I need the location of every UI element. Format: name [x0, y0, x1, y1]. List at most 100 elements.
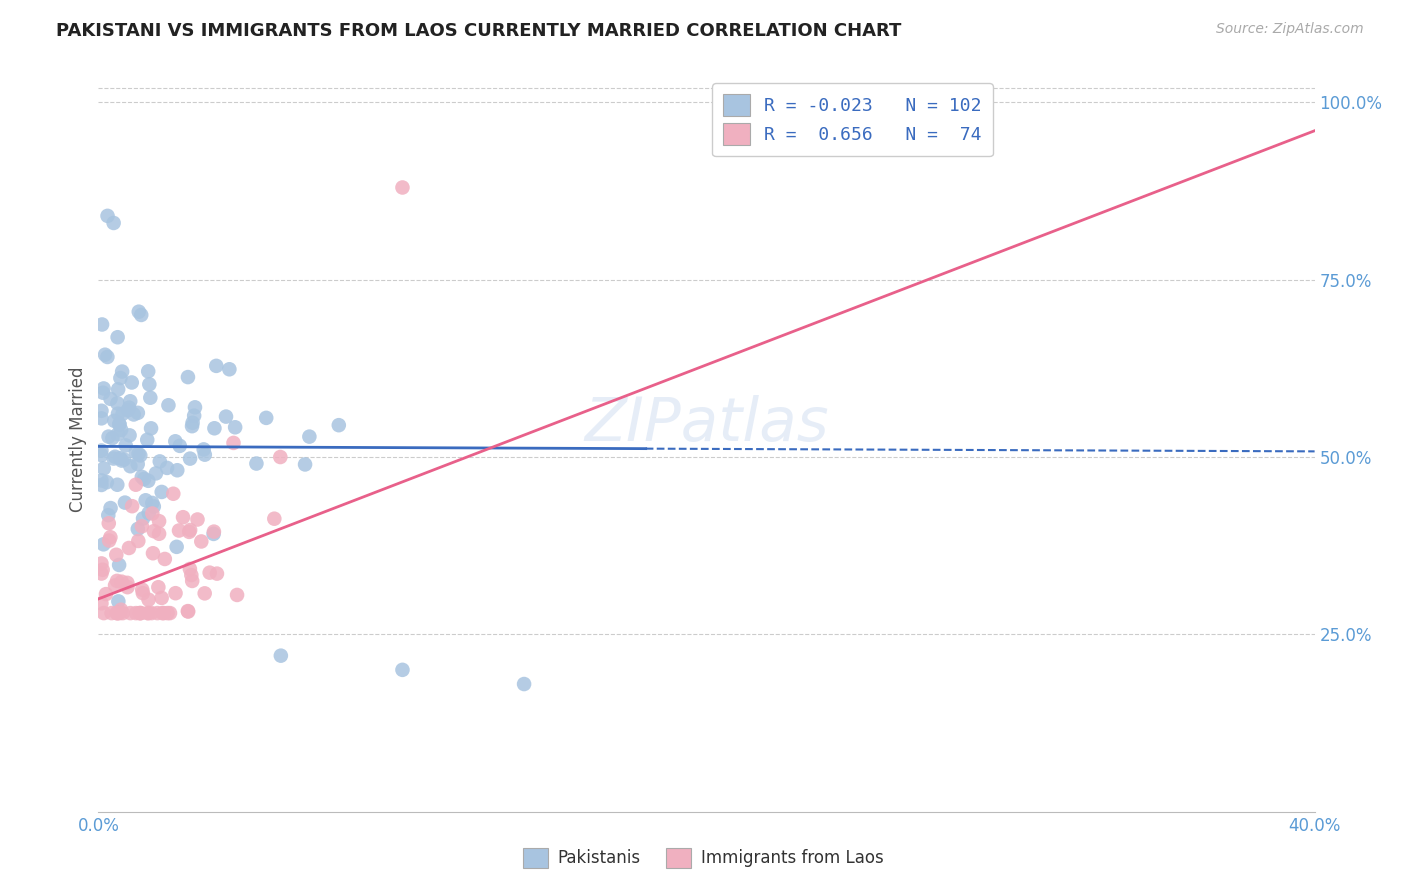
- Point: [129, 606, 152, 620]
- Point: [122, 408, 145, 422]
- Point: [111, 407, 134, 421]
- Point: [156, 461, 179, 475]
- Point: [103, 451, 125, 466]
- Point: [111, 574, 134, 589]
- Point: [139, 421, 162, 435]
- Point: [166, 540, 188, 554]
- Point: [96, 209, 118, 223]
- Point: [93, 461, 115, 475]
- Point: [148, 580, 170, 594]
- Point: [224, 420, 246, 434]
- Point: [118, 541, 141, 555]
- Point: [120, 606, 142, 620]
- Legend: Pakistanis, Immigrants from Laos: Pakistanis, Immigrants from Laos: [516, 841, 890, 875]
- Point: [202, 524, 225, 539]
- Point: [100, 530, 122, 544]
- Point: [156, 606, 179, 620]
- Point: [254, 410, 277, 425]
- Point: [269, 450, 291, 464]
- Point: [118, 428, 141, 442]
- Point: [90, 478, 112, 492]
- Point: [90, 474, 112, 488]
- Point: [184, 401, 207, 415]
- Point: [103, 216, 125, 230]
- Y-axis label: Currently Married: Currently Married: [69, 367, 87, 512]
- Text: PAKISTANI VS IMMIGRANTS FROM LAOS CURRENTLY MARRIED CORRELATION CHART: PAKISTANI VS IMMIGRANTS FROM LAOS CURREN…: [56, 22, 901, 40]
- Point: [167, 524, 190, 538]
- Point: [105, 574, 128, 588]
- Point: [117, 403, 139, 417]
- Text: ZIPatlas: ZIPatlas: [585, 395, 828, 454]
- Point: [202, 527, 225, 541]
- Point: [107, 594, 129, 608]
- Point: [181, 574, 204, 588]
- Point: [190, 534, 212, 549]
- Point: [513, 677, 536, 691]
- Point: [162, 487, 184, 501]
- Point: [127, 406, 149, 420]
- Point: [93, 537, 115, 551]
- Point: [181, 416, 204, 430]
- Point: [112, 452, 135, 467]
- Point: [142, 524, 165, 538]
- Point: [150, 485, 173, 500]
- Point: [104, 578, 127, 592]
- Point: [108, 606, 131, 620]
- Point: [125, 477, 148, 491]
- Point: [131, 470, 153, 484]
- Point: [165, 586, 187, 600]
- Point: [172, 510, 194, 524]
- Point: [90, 411, 112, 425]
- Point: [148, 526, 170, 541]
- Point: [93, 381, 115, 395]
- Point: [91, 563, 114, 577]
- Point: [100, 501, 122, 516]
- Point: [96, 475, 118, 490]
- Point: [136, 364, 159, 378]
- Point: [96, 350, 118, 364]
- Point: [131, 582, 153, 597]
- Point: [141, 507, 163, 521]
- Point: [181, 419, 204, 434]
- Text: Source: ZipAtlas.com: Source: ZipAtlas.com: [1216, 22, 1364, 37]
- Point: [103, 414, 125, 428]
- Point: [204, 421, 226, 435]
- Point: [817, 103, 839, 117]
- Point: [136, 606, 159, 620]
- Point: [110, 423, 132, 437]
- Point: [141, 496, 163, 510]
- Point: [97, 429, 120, 443]
- Point: [177, 370, 200, 384]
- Point: [90, 443, 112, 458]
- Point: [107, 407, 129, 421]
- Point: [105, 548, 128, 562]
- Point: [108, 417, 131, 432]
- Point: [101, 431, 124, 445]
- Point: [120, 459, 142, 474]
- Point: [136, 474, 159, 488]
- Point: [179, 562, 201, 576]
- Point: [131, 519, 153, 533]
- Point: [138, 377, 160, 392]
- Point: [169, 439, 191, 453]
- Point: [117, 580, 139, 594]
- Point: [166, 463, 188, 477]
- Point: [110, 371, 132, 385]
- Point: [152, 606, 174, 620]
- Point: [108, 451, 131, 466]
- Point: [149, 454, 172, 468]
- Point: [127, 457, 149, 471]
- Point: [198, 566, 221, 580]
- Point: [111, 365, 134, 379]
- Legend: R = -0.023   N = 102, R =  0.656   N =  74: R = -0.023 N = 102, R = 0.656 N = 74: [711, 83, 993, 156]
- Point: [139, 391, 162, 405]
- Point: [136, 433, 159, 447]
- Point: [141, 606, 163, 620]
- Point: [117, 575, 139, 590]
- Point: [183, 409, 205, 423]
- Point: [142, 546, 165, 560]
- Point: [107, 427, 129, 442]
- Point: [114, 495, 136, 509]
- Point: [179, 451, 201, 466]
- Point: [127, 533, 149, 548]
